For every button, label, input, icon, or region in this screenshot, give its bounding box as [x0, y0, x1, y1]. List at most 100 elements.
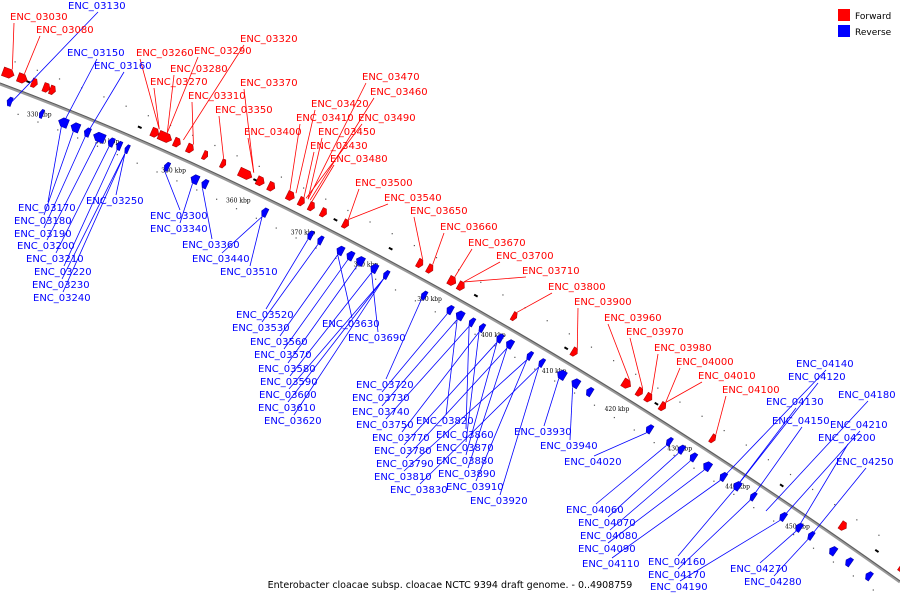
reverse-leader-line	[677, 500, 751, 570]
reverse-leader-line	[265, 239, 309, 310]
forward-guide-dot	[657, 387, 659, 389]
reverse-leader-line	[419, 366, 540, 485]
forward-gene-label: ENC_03270	[150, 77, 208, 88]
reverse-gene-label: ENC_03200	[17, 241, 75, 252]
reverse-guide-dot	[693, 467, 695, 469]
reverse-leader-line	[499, 366, 540, 496]
reverse-gene-arrow	[468, 317, 477, 328]
forward-gene-label: ENC_03280	[170, 64, 228, 75]
forward-guide-dot	[347, 209, 349, 212]
forward-gene-label: ENC_03650	[410, 206, 468, 217]
forward-leader-line	[289, 123, 301, 191]
reverse-leader-line	[749, 426, 803, 501]
legend-forward-swatch	[838, 9, 850, 21]
forward-leader-line	[516, 292, 553, 313]
forward-gene-label: ENC_03480	[330, 154, 388, 165]
reverse-leader-line	[759, 530, 797, 564]
forward-guide-dot	[546, 320, 548, 322]
forward-gene-arrow	[620, 377, 631, 389]
scale-tick-label: 360 kbp	[226, 198, 251, 205]
reverse-gene-arrow	[677, 444, 687, 455]
forward-guide-dot	[103, 96, 105, 98]
reverse-leader-line	[43, 131, 74, 216]
reverse-gene-label: ENC_03810	[374, 472, 432, 483]
reverse-gene-arrow	[383, 270, 391, 280]
forward-leader-line	[348, 203, 389, 221]
forward-guide-dot	[214, 144, 216, 147]
forward-leader-line	[463, 276, 527, 283]
forward-gene-arrow	[1, 66, 15, 79]
forward-guide-dot	[258, 165, 260, 167]
reverse-leader-line	[569, 387, 574, 441]
reverse-gene-label: ENC_03880	[436, 456, 494, 467]
forward-gene-arrow	[16, 72, 28, 84]
reverse-guide-dot	[474, 333, 476, 335]
reverse-leader-line	[221, 216, 263, 254]
forward-leader-line	[11, 22, 15, 70]
reverse-gene-label: ENC_03830	[390, 485, 448, 496]
reverse-gene-label: ENC_04250	[836, 457, 894, 468]
forward-leader-line	[247, 137, 255, 173]
forward-guide-dot	[147, 115, 149, 117]
reverse-gene-arrow	[455, 310, 466, 322]
forward-gene-arrow	[509, 311, 518, 322]
reverse-guide-dot	[534, 368, 536, 370]
reverse-gene-label: ENC_03440	[192, 254, 250, 265]
reverse-gene-label: ENC_04150	[772, 416, 830, 427]
legend-forward-label: Forward	[855, 12, 891, 22]
reverse-guide-dot	[593, 404, 596, 406]
reverse-gene-label: ENC_03890	[438, 469, 496, 480]
forward-gene-label: ENC_04000	[676, 357, 734, 368]
forward-leader-line	[24, 35, 41, 75]
reverse-gene-arrow	[538, 358, 547, 369]
forward-gene-label: ENC_03670	[468, 238, 526, 249]
reverse-gene-arrow	[336, 245, 346, 257]
reverse-gene-label: ENC_04060	[566, 505, 624, 516]
reverse-guide-dot	[514, 356, 516, 358]
reverse-leader-line	[765, 400, 869, 512]
reverse-gene-arrow	[307, 230, 315, 241]
reverse-leader-line	[288, 278, 384, 390]
reverse-gene-label: ENC_03180	[14, 216, 72, 227]
genome-caption: Enterobacter cloacae subsp. cloacae NCTC…	[268, 580, 633, 591]
leader-layer	[7, 11, 869, 582]
forward-guide-dot	[701, 415, 703, 417]
reverse-leader-line	[63, 149, 118, 267]
reverse-gene-label: ENC_03190	[14, 229, 72, 240]
forward-guide-dot	[767, 459, 770, 461]
forward-leader-line	[166, 56, 199, 133]
reverse-leader-line	[381, 313, 448, 393]
forward-gene-arrow	[184, 142, 194, 154]
forward-gene-label: ENC_03310	[188, 91, 246, 102]
reverse-gene-label: ENC_04280	[744, 577, 802, 588]
reverse-leader-line	[401, 331, 480, 433]
reverse-gene-label: ENC_03210	[26, 254, 84, 265]
scale-tick-label: 400 kbp	[481, 332, 506, 339]
reverse-guide-dot	[454, 322, 456, 324]
reverse-leader-line	[115, 153, 126, 196]
forward-guide-dot	[58, 78, 61, 80]
forward-gene-label: ENC_03400	[244, 127, 302, 138]
reverse-leader-line	[289, 272, 372, 377]
reverse-gene-label: ENC_03510	[220, 267, 278, 278]
reverse-gene-label: ENC_03770	[372, 433, 430, 444]
forward-gene-arrow	[200, 149, 209, 161]
forward-gene-label: ENC_03490	[358, 113, 416, 124]
forward-guide-dot	[723, 429, 725, 432]
forward-gene-arrow	[171, 136, 181, 148]
reverse-leader-line	[385, 326, 470, 420]
forward-gene-label: ENC_03700	[496, 251, 554, 262]
reverse-leader-line	[595, 445, 667, 505]
forward-gene-arrow	[643, 391, 653, 403]
contig-mark	[654, 401, 659, 406]
forward-leader-line	[665, 367, 681, 403]
forward-leader-line	[307, 82, 367, 200]
reverse-leader-line	[465, 342, 498, 456]
reverse-guide-dot	[116, 154, 118, 156]
forward-gene-label: ENC_03470	[362, 72, 420, 83]
reverse-gene-arrow	[689, 452, 699, 463]
reverse-gene-label: ENC_03860	[436, 430, 494, 441]
reverse-leader-line	[381, 319, 458, 407]
reverse-gene-label: ENC_03820	[416, 416, 474, 427]
